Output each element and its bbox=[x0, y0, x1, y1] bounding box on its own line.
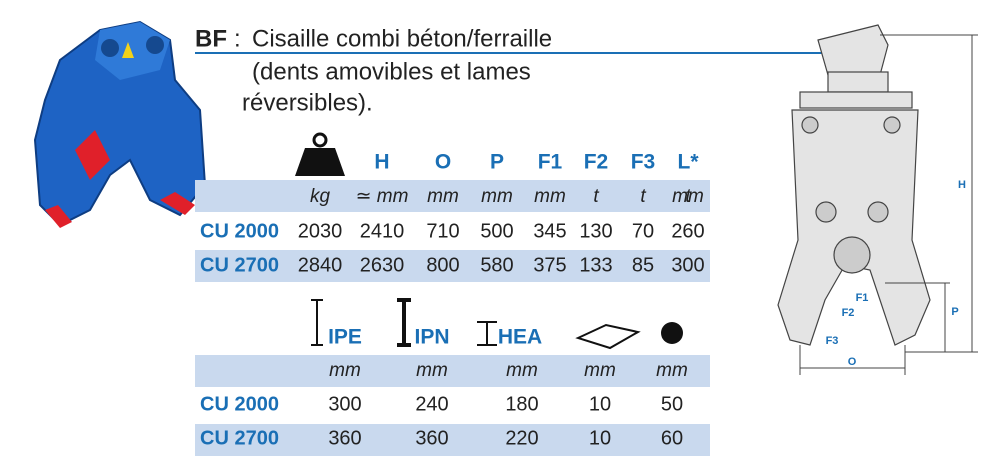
cell: 2030 bbox=[298, 220, 343, 242]
dimension-label: H bbox=[958, 179, 966, 191]
cell: 2630 bbox=[360, 254, 405, 276]
column-header: H bbox=[374, 151, 389, 174]
cell: 580 bbox=[480, 254, 513, 276]
cell: 85 bbox=[632, 254, 654, 276]
title-line: Cisaille combi béton/ferraille bbox=[252, 25, 552, 52]
column-header: HEA bbox=[498, 326, 542, 349]
product-image bbox=[33, 20, 207, 228]
unit: mm bbox=[506, 360, 538, 381]
cell: 500 bbox=[480, 220, 513, 242]
cell: 10 bbox=[589, 393, 611, 415]
profile-icons bbox=[311, 298, 683, 350]
cell: 10 bbox=[589, 427, 611, 449]
column-header: F1 bbox=[538, 151, 563, 174]
dimension-label: F2 bbox=[842, 307, 855, 319]
row-label: CU 2700 bbox=[200, 254, 279, 276]
cell: 300 bbox=[671, 254, 704, 276]
cell: 2840 bbox=[298, 254, 343, 276]
unit: mm bbox=[329, 360, 361, 381]
unit: t bbox=[685, 186, 691, 207]
dimension-label: P bbox=[951, 306, 958, 318]
cell: 50 bbox=[661, 393, 683, 415]
cell: 220 bbox=[505, 427, 538, 449]
unit: mm bbox=[656, 360, 688, 381]
cell: 130 bbox=[579, 220, 612, 242]
band bbox=[195, 180, 710, 212]
cell: 360 bbox=[415, 427, 448, 449]
title-line: réversibles). bbox=[242, 89, 373, 116]
technical-drawing bbox=[777, 24, 931, 346]
unit: ≃ mm bbox=[356, 186, 409, 207]
unit: mm bbox=[427, 186, 459, 207]
dimension-label: F3 bbox=[826, 335, 839, 347]
cell: 70 bbox=[632, 220, 654, 242]
cell: 345 bbox=[533, 220, 566, 242]
title-line: (dents amovibles et lames bbox=[252, 58, 531, 85]
cell: 240 bbox=[415, 393, 448, 415]
band bbox=[195, 250, 710, 282]
dimension-lines bbox=[799, 34, 978, 375]
column-header: L* bbox=[678, 151, 700, 174]
unit: mm bbox=[481, 186, 513, 207]
cell: 300 bbox=[328, 393, 361, 415]
column-header: IPE bbox=[328, 326, 362, 349]
cell: 360 bbox=[328, 427, 361, 449]
cell: 260 bbox=[671, 220, 704, 242]
unit: mm bbox=[672, 186, 704, 207]
band bbox=[195, 355, 710, 387]
unit: t bbox=[593, 186, 599, 207]
column-header: F3 bbox=[631, 151, 656, 174]
model-code: BF bbox=[195, 25, 227, 52]
unit: mm bbox=[534, 186, 566, 207]
cell: 710 bbox=[426, 220, 459, 242]
separator: : bbox=[234, 25, 241, 52]
unit: mm bbox=[584, 360, 616, 381]
cell: 180 bbox=[505, 393, 538, 415]
cell: 375 bbox=[533, 254, 566, 276]
cell: 2410 bbox=[360, 220, 405, 242]
cell: 800 bbox=[426, 254, 459, 276]
row-label: CU 2700 bbox=[200, 427, 279, 449]
cell: 133 bbox=[579, 254, 612, 276]
unit: t bbox=[640, 186, 646, 207]
row-label: CU 2000 bbox=[200, 393, 279, 415]
column-header: F2 bbox=[584, 151, 609, 174]
dimension-label: F1 bbox=[856, 292, 869, 304]
column-header: O bbox=[435, 151, 451, 174]
column-header: IPN bbox=[414, 326, 449, 349]
dimension-label: O bbox=[848, 356, 857, 368]
column-header: P bbox=[490, 151, 504, 174]
row-label: CU 2000 bbox=[200, 220, 279, 242]
unit: mm bbox=[416, 360, 448, 381]
band bbox=[195, 424, 710, 456]
cell: 60 bbox=[661, 427, 683, 449]
weight-icon bbox=[295, 132, 345, 176]
unit: kg bbox=[310, 186, 331, 207]
